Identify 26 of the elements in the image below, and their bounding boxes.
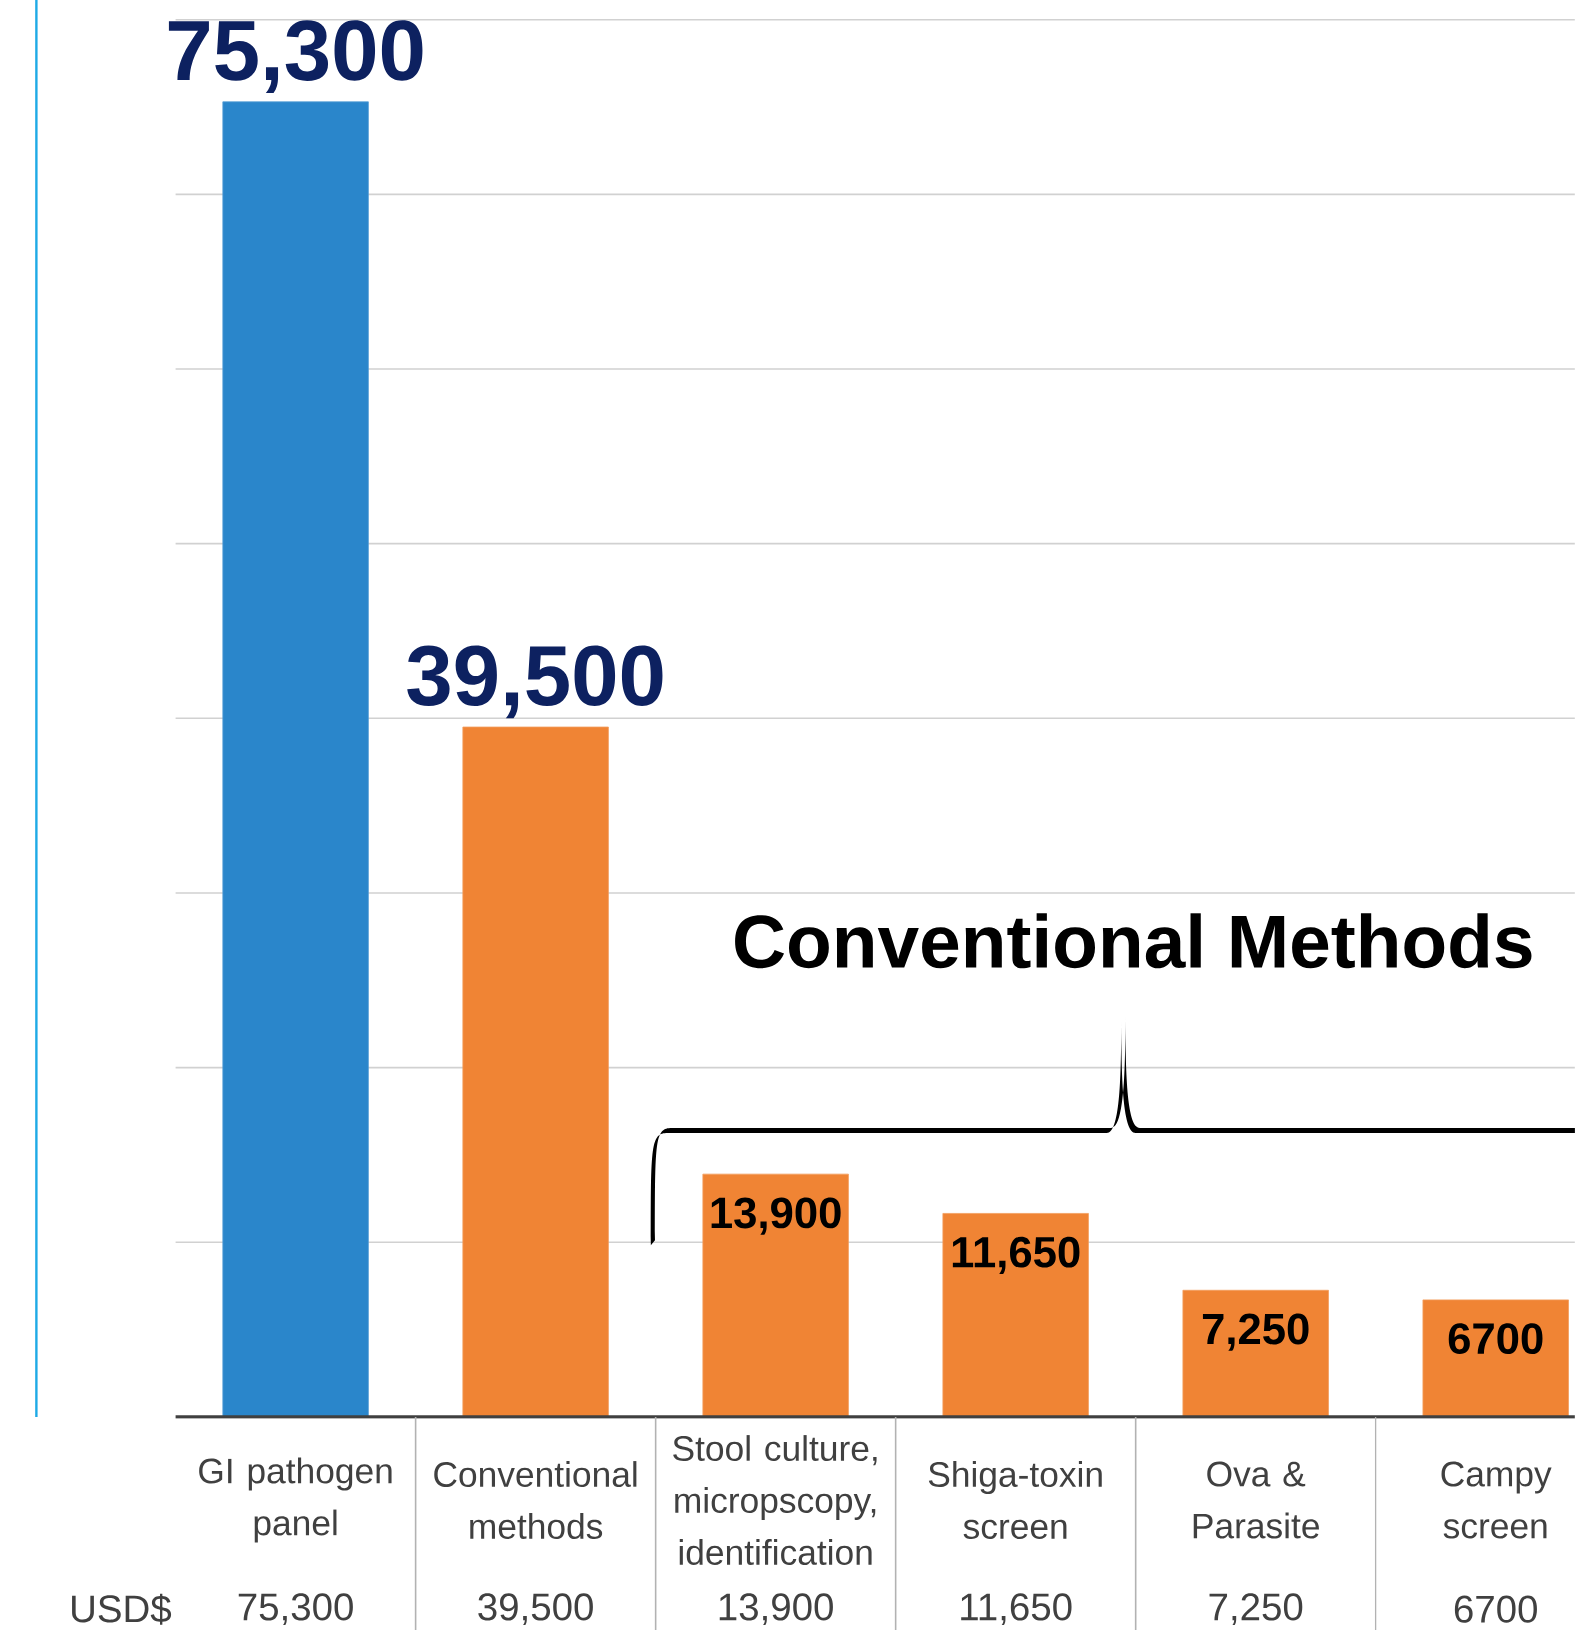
bar (1422, 1299, 1569, 1418)
x-tick-label: Stool culture, micropscopy, identification (673, 1435, 877, 1566)
annotation: Conventional Methods (735, 913, 1532, 969)
x-tick-label: Ova & Parasite (1193, 1461, 1319, 1539)
data-label: 6700 (1454, 1595, 1538, 1623)
bar (942, 1213, 1089, 1418)
x-tick-label: Campy screen (1441, 1461, 1552, 1539)
x-tick-label: GI pathogen panel (199, 1457, 392, 1543)
text: USD$ (72, 1593, 172, 1625)
data-label: 11,650 (961, 1593, 1072, 1626)
bar (462, 726, 609, 1418)
data-label: 7,250 (1209, 1593, 1303, 1626)
bar (222, 101, 369, 1418)
text: 75,300 (168, 20, 423, 94)
text: 39,500 (407, 645, 663, 719)
data-label: 13,900 (719, 1593, 833, 1626)
data-label: 75,300 (238, 1593, 353, 1626)
text: 11,650 (952, 1236, 1080, 1274)
text: 13,900 (711, 1197, 841, 1235)
text: 6700 (1448, 1323, 1543, 1355)
bar (702, 1173, 849, 1418)
data-label: 39,500 (478, 1593, 593, 1626)
x-tick-label: Shiga-toxin screen (928, 1461, 1102, 1540)
text: 7,250 (1202, 1313, 1309, 1351)
bar (1182, 1289, 1329, 1418)
x-tick-label: Conventional methods (434, 1461, 637, 1540)
